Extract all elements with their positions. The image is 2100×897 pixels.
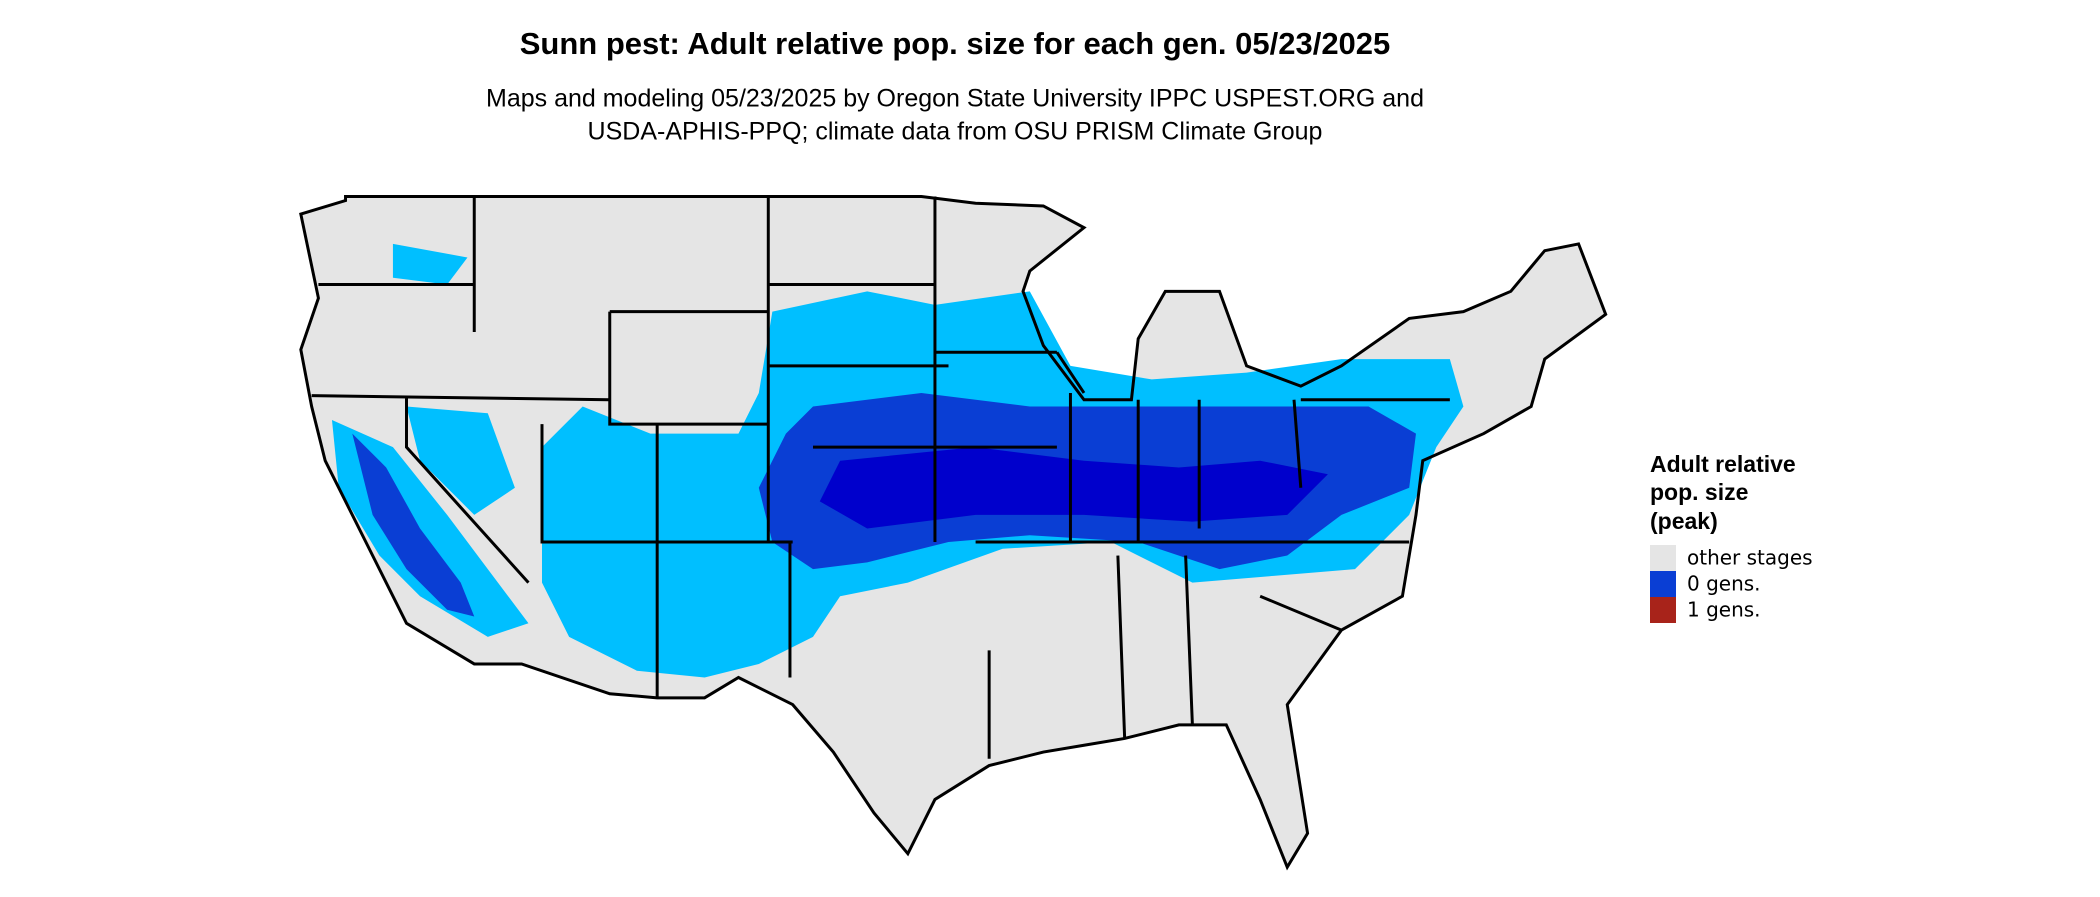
legend-title: (peak) [1650, 508, 1718, 534]
subtitle: Maps and modeling 05/23/2025 by Oregon S… [486, 85, 1424, 113]
legend-swatch [1650, 571, 1676, 597]
state-borders [299, 194, 1608, 871]
legend-swatch [1650, 545, 1676, 571]
legend-label: other stages [1687, 546, 1813, 570]
legend-swatch [1650, 597, 1676, 623]
legend-title: Adult relative [1650, 451, 1796, 477]
legend-title: pop. size [1650, 479, 1748, 505]
legend-label: 0 gens. [1687, 572, 1761, 596]
pest-areas [331, 243, 1464, 678]
map [299, 194, 1608, 871]
subtitle: USDA-APHIS-PPQ; climate data from OSU PR… [588, 118, 1323, 146]
legend-label: 1 gens. [1687, 598, 1761, 622]
title: Sunn pest: Adult relative pop. size for … [520, 26, 1391, 61]
